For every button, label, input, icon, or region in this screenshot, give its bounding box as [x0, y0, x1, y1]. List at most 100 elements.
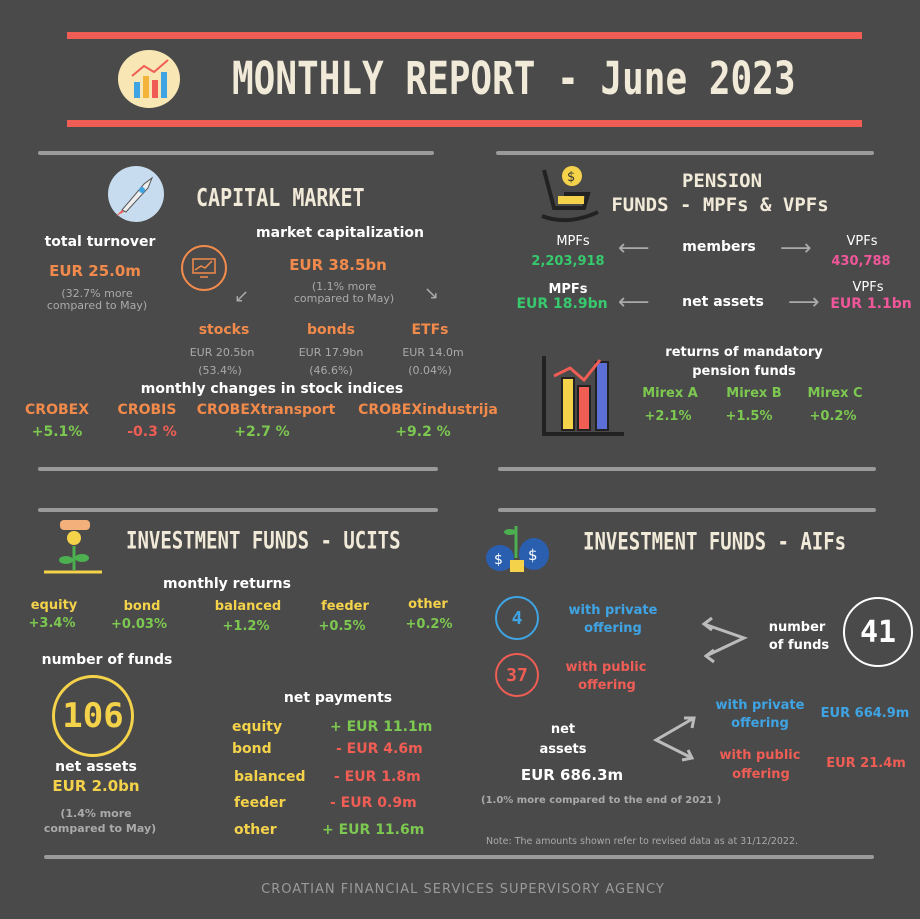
arrow-right-icon: ⟶	[788, 290, 820, 315]
index-change: +5.1%	[31, 424, 83, 440]
ucits-title: INVESTMENT FUNDS - UCITS	[126, 527, 401, 555]
vpf-label: VPFs	[846, 234, 878, 249]
return-value: +0.5%	[318, 619, 366, 634]
mpf-label: MPFs	[548, 282, 588, 297]
footnote: Note: The amounts shown refer to revised…	[486, 836, 799, 847]
index-change: +2.7 %	[234, 424, 290, 440]
payment-name: other	[234, 822, 277, 838]
return-name: feeder	[321, 599, 369, 614]
private-assets-value: EUR 664.9m	[820, 706, 910, 721]
index-change: +9.2 %	[395, 424, 451, 440]
etfs-share: (0.04%)	[408, 364, 452, 377]
turnover-note: (32.7% more	[61, 287, 133, 300]
public-assets-label: offering	[732, 767, 790, 782]
hand-coin-plant-icon	[44, 514, 104, 580]
private-label: offering	[584, 621, 642, 636]
bonds-label: bonds	[307, 322, 355, 338]
payment-name: bond	[232, 741, 272, 757]
arrow-right-icon: ⟶	[780, 236, 812, 261]
divider	[38, 467, 438, 471]
net-assets-note: compared to May)	[43, 822, 157, 835]
arrow-down-right-icon: ↘	[424, 283, 440, 304]
monitor-chart-icon	[181, 245, 227, 291]
private-label: with private	[568, 603, 658, 618]
payment-value: - EUR 1.8m	[334, 769, 421, 785]
arrow-down-left-icon: ↙	[234, 286, 250, 307]
private-assets-label: with private	[715, 698, 805, 713]
split-arrows-icon	[652, 714, 702, 768]
mirex-value: +0.2%	[809, 409, 857, 424]
mirex-name: Mirex B	[726, 386, 782, 401]
mpf-assets: EUR 18.9bn	[516, 296, 608, 312]
capital-market-title: CAPITAL MARKET	[196, 182, 365, 212]
return-value: +1.2%	[222, 619, 270, 634]
payment-value: + EUR 11.6m	[322, 822, 425, 838]
return-name: balanced	[214, 599, 282, 614]
page-title: MONTHLY REPORT - June 2023	[232, 54, 796, 106]
return-value: +0.2%	[405, 617, 453, 632]
vpf-assets: EUR 1.1bn	[830, 296, 912, 312]
divider	[44, 855, 874, 859]
index-name: CROBEX	[25, 402, 89, 418]
pension-title: FUNDS - MPFs & VPFs	[611, 194, 829, 216]
public-label: with public	[565, 660, 647, 675]
payment-name: feeder	[234, 795, 286, 811]
public-label: offering	[578, 678, 636, 693]
mpf-label: MPFs	[556, 234, 590, 249]
net-payments-title: net payments	[283, 690, 393, 706]
net-assets-label: net assets	[55, 759, 137, 775]
public-count-badge: 37	[495, 653, 539, 697]
divider	[496, 151, 874, 155]
turnover-value: EUR 25.0m	[49, 262, 141, 280]
bar-chart-icon	[540, 356, 624, 442]
public-assets-value: EUR 21.4m	[826, 756, 906, 771]
index-name: CROBEXtransport	[196, 402, 336, 418]
divider	[498, 508, 876, 512]
arrow-left-icon: ⟵	[618, 236, 650, 261]
market-cap-label: market capitalization	[256, 225, 424, 241]
number-of-funds-label: of funds	[768, 638, 830, 653]
divider	[38, 151, 434, 155]
monthly-returns-title: monthly returns	[163, 576, 291, 592]
return-name: equity	[30, 598, 78, 613]
svg-text:$: $	[494, 552, 503, 568]
net-assets-label: net	[550, 722, 576, 737]
pension-title: PENSION	[681, 170, 763, 192]
rocket-icon	[108, 166, 164, 222]
return-value: +3.4%	[28, 616, 76, 631]
funds-count-badge: 41	[843, 597, 913, 667]
mpf-members: 2,203,918	[531, 254, 605, 269]
stocks-share: (53.4%)	[198, 364, 242, 377]
funds-count-badge: 106	[52, 675, 134, 757]
index-name: CROBEXindustrija	[358, 402, 498, 418]
market-cap-value: EUR 38.5bn	[289, 256, 387, 274]
return-name: other	[408, 597, 448, 612]
stocks-label: stocks	[198, 322, 250, 338]
turnover-note: compared to May)	[46, 299, 148, 312]
money-bags-icon: $ $	[482, 518, 552, 578]
etfs-label: ETFs	[411, 322, 449, 338]
private-count-badge: 4	[495, 596, 539, 640]
vpf-members: 430,788	[831, 254, 891, 269]
mirex-value: +1.5%	[725, 409, 773, 424]
market-cap-note: compared to May)	[293, 292, 395, 305]
mirex-name: Mirex A	[642, 386, 698, 401]
bonds-share: (46.6%)	[309, 364, 353, 377]
net-assets-label: assets	[539, 742, 587, 757]
header-top-bar	[67, 32, 862, 39]
return-name: bond	[123, 599, 161, 614]
agency-footer: CROATIAN FINANCIAL SERVICES SUPERVISORY …	[261, 882, 665, 897]
mirex-name: Mirex C	[807, 386, 863, 401]
indices-title: monthly changes in stock indices	[140, 381, 404, 397]
split-arrows-icon	[700, 616, 750, 668]
payment-value: - EUR 4.6m	[336, 741, 423, 757]
returns-title: returns of mandatory	[665, 345, 823, 360]
payment-value: - EUR 0.9m	[330, 795, 417, 811]
number-of-funds-label: number of funds	[41, 652, 173, 668]
net-assets-note: (1.4% more	[60, 807, 132, 820]
return-value: +0.03%	[111, 617, 167, 632]
net-assets-label: net assets	[682, 294, 764, 310]
payment-name: balanced	[234, 769, 306, 785]
divider	[498, 467, 876, 471]
index-change: -0.3 %	[127, 424, 177, 440]
